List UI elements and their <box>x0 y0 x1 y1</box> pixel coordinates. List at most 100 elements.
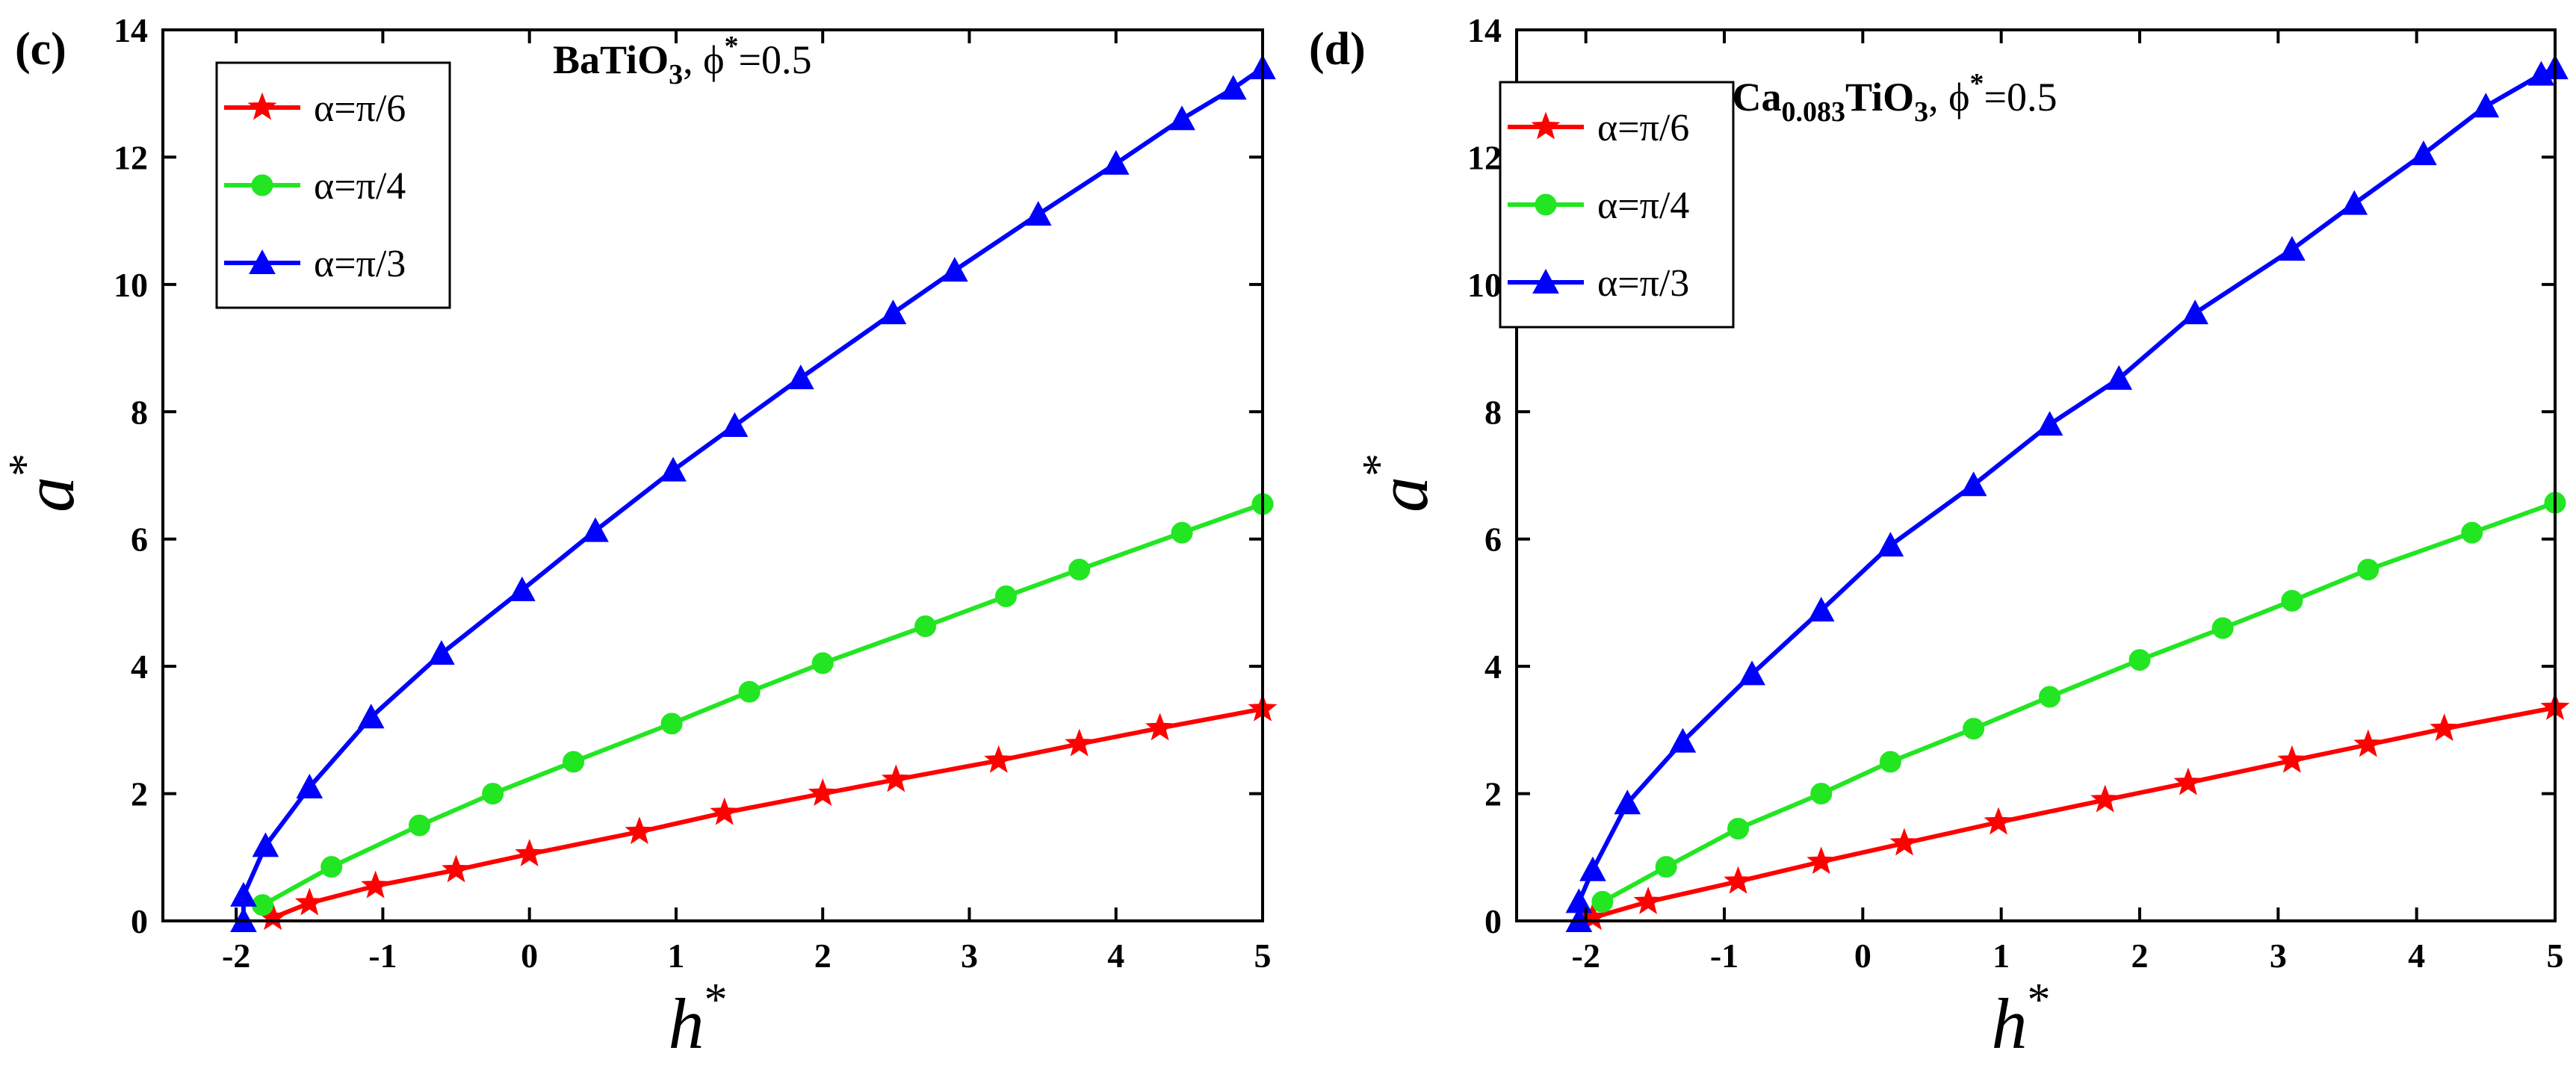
legend-label: α=π/3 <box>314 243 406 285</box>
legend-marker <box>251 174 273 196</box>
data-point <box>1984 807 2013 835</box>
legend-marker <box>1532 268 1559 294</box>
data-point <box>252 832 279 857</box>
data-point <box>1578 902 1608 931</box>
chart-annotation-part-0: BaTiO <box>553 37 669 82</box>
y-tick-label: 0 <box>1484 902 1502 940</box>
data-point <box>2357 559 2380 581</box>
series-line <box>1592 705 2556 920</box>
data-point <box>2090 784 2120 813</box>
y-axis-label-sup: * <box>1354 453 1405 477</box>
data-point <box>2341 190 2368 215</box>
legend-item: α=π/3 <box>1508 262 1689 305</box>
chart-annotation-part-1: 3 <box>669 59 683 90</box>
legend-marker <box>249 249 276 274</box>
data-point <box>914 615 937 637</box>
x-axis-label: h* <box>1992 975 2051 1064</box>
data-point <box>660 713 683 735</box>
data-point <box>1219 75 1247 100</box>
data-point <box>482 783 504 805</box>
data-point <box>294 887 324 916</box>
legend-marker <box>1535 193 1557 216</box>
data-point <box>1889 828 1919 856</box>
chart-annotation-part-4: =0.5 <box>739 37 812 82</box>
data-point <box>442 854 471 883</box>
data-point <box>1024 201 1052 226</box>
data-point <box>2182 299 2208 325</box>
data-point <box>1739 660 1765 686</box>
y-tick-label: 2 <box>1484 775 1502 813</box>
data-point <box>625 816 654 845</box>
x-tick-label: -2 <box>1572 937 1600 975</box>
y-tick-label: 8 <box>1484 393 1502 431</box>
x-tick-label: -1 <box>1710 937 1739 975</box>
chart-panel-d: -2-101234502468101214h*a*(d)Ba0.917Ca0.0… <box>1309 11 2570 1064</box>
data-point <box>408 814 430 837</box>
series-2 <box>230 55 1276 932</box>
data-point <box>2173 767 2203 795</box>
data-point <box>1724 866 1753 894</box>
data-point <box>1655 856 1677 878</box>
data-point <box>660 456 687 482</box>
data-point <box>1807 597 1835 622</box>
chart-annotation-part-7: * <box>1970 68 1984 99</box>
legend-label: α=π/6 <box>1597 107 1689 149</box>
x-tick-label: 0 <box>1854 937 1871 975</box>
x-axis-label: h* <box>669 975 728 1064</box>
y-tick-label: 6 <box>1484 521 1502 559</box>
y-axis-label-main: a <box>1363 477 1443 512</box>
y-tick-label: 2 <box>131 775 148 813</box>
legend-item: α=π/6 <box>224 87 406 130</box>
data-point <box>1806 846 1836 875</box>
y-axis-label-main: a <box>9 477 89 512</box>
data-point <box>1960 471 1987 497</box>
data-point <box>582 517 609 542</box>
data-point <box>509 576 536 601</box>
data-point <box>2430 713 2459 742</box>
data-point <box>2036 411 2063 436</box>
data-point <box>2211 617 2234 639</box>
panel-label: (d) <box>1309 24 1366 75</box>
series-1 <box>251 493 1274 916</box>
data-point <box>2128 649 2151 671</box>
legend-marker <box>247 92 277 120</box>
data-point <box>515 839 545 867</box>
legend-label: α=π/4 <box>1597 184 1689 227</box>
data-point <box>1877 532 1904 557</box>
series-0 <box>1578 692 2570 931</box>
axes-frame <box>161 28 1264 922</box>
data-point <box>1633 886 1663 914</box>
data-point <box>428 640 455 665</box>
data-point <box>1879 751 1901 773</box>
data-point <box>1171 521 1193 544</box>
data-point <box>1145 713 1175 741</box>
data-point <box>1102 149 1130 175</box>
x-tick-label: 4 <box>2408 937 2425 975</box>
data-point <box>879 299 907 325</box>
data-point <box>2461 521 2483 544</box>
chart-annotation-part-5: 3 <box>1914 96 1928 128</box>
data-point <box>321 856 343 878</box>
data-point <box>2281 589 2303 612</box>
data-point <box>738 680 761 703</box>
legend: α=π/6 α=π/4 α=π/3 <box>215 61 451 309</box>
data-point <box>811 652 834 674</box>
series-line <box>1601 500 2557 904</box>
data-point <box>984 745 1014 773</box>
data-point <box>230 881 257 907</box>
series-1 <box>1591 491 2566 913</box>
y-tick-label: 14 <box>114 11 148 49</box>
data-point <box>563 751 585 773</box>
data-point <box>2279 235 2306 261</box>
chart-annotation-part-3: 0.083 <box>1782 96 1846 128</box>
data-point <box>2353 729 2383 757</box>
y-tick-label: 4 <box>131 648 148 686</box>
x-tick-label: 2 <box>814 937 832 975</box>
x-tick-label: 2 <box>2131 937 2149 975</box>
data-point <box>1168 105 1195 131</box>
y-tick-label: 14 <box>1467 11 1502 49</box>
x-axis-label-sup: * <box>2028 975 2051 1025</box>
